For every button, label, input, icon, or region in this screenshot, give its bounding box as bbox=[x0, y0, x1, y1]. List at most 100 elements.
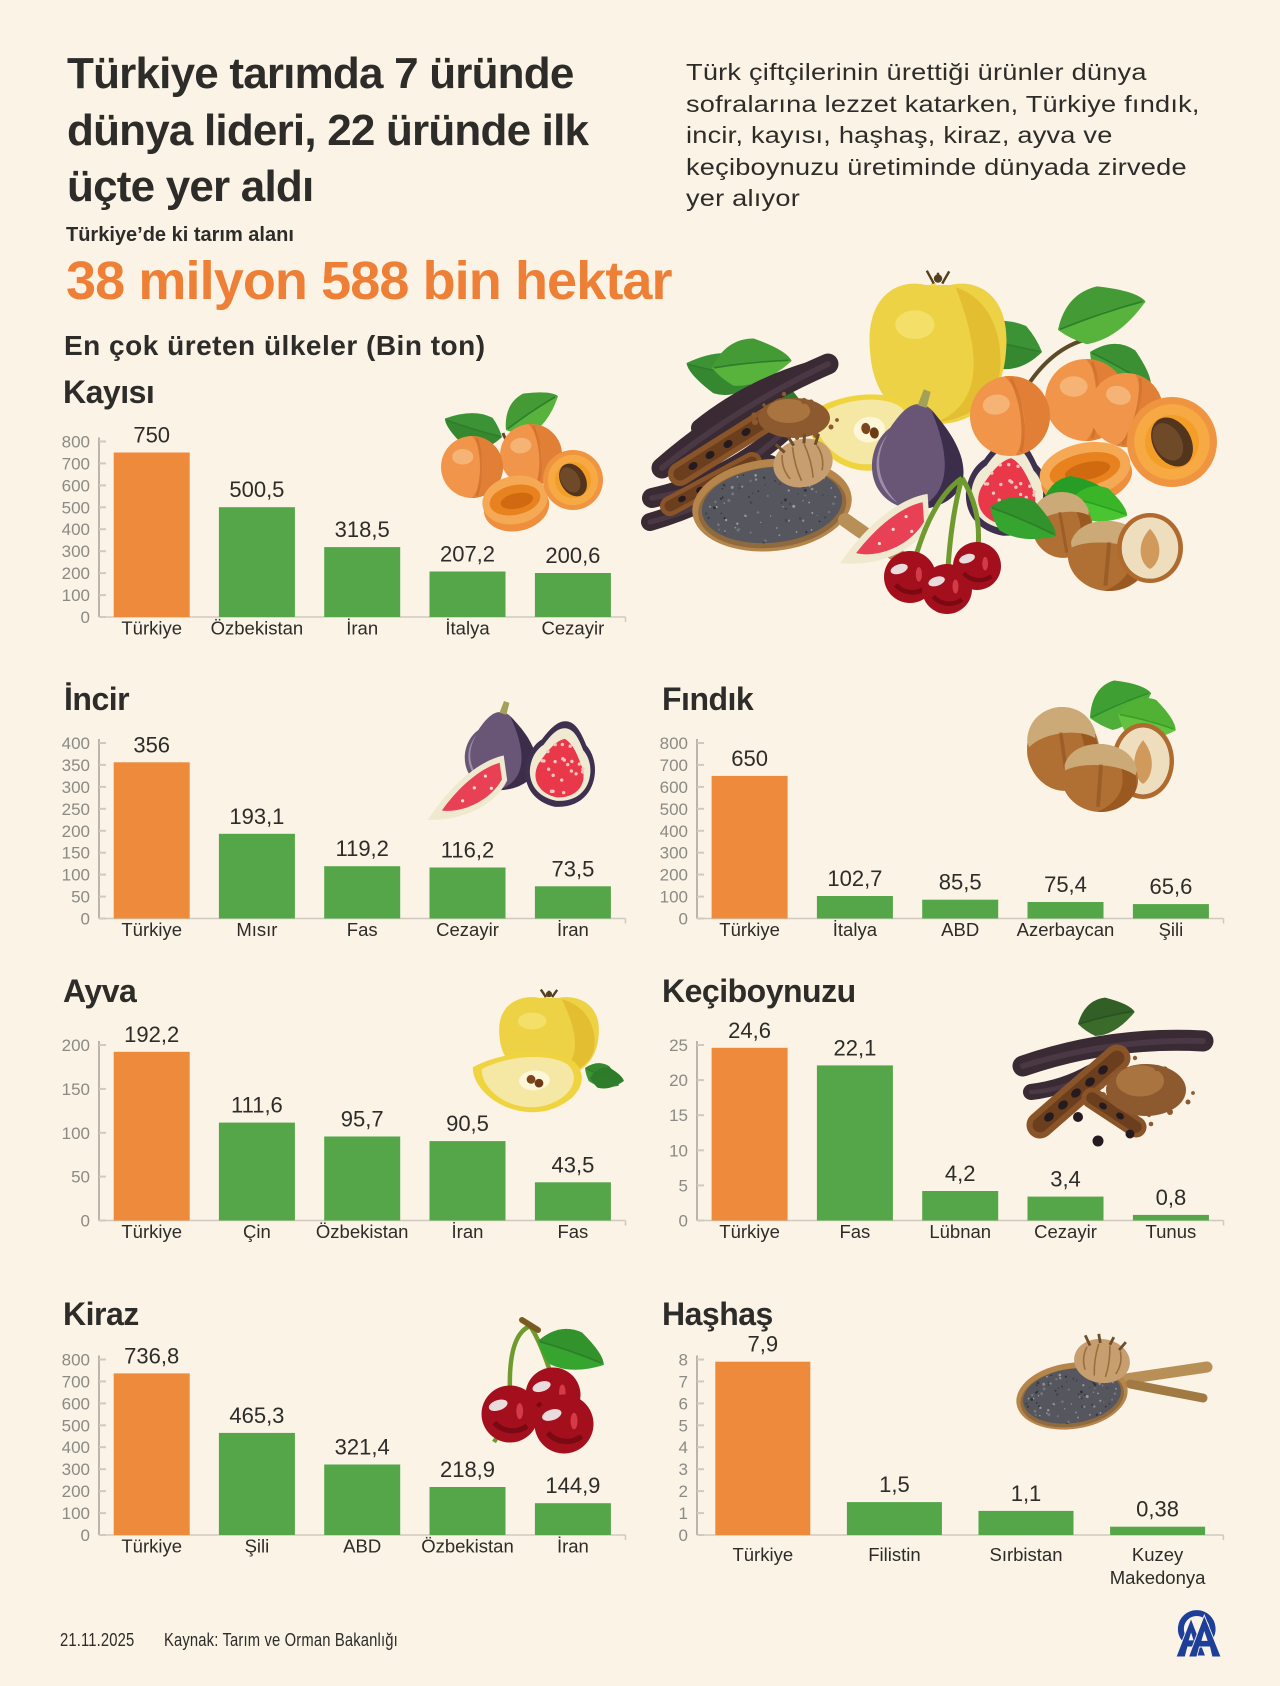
svg-text:200,6: 200,6 bbox=[545, 543, 600, 568]
svg-text:50: 50 bbox=[71, 1168, 90, 1187]
svg-text:Tunus: Tunus bbox=[1146, 1221, 1197, 1242]
svg-text:7: 7 bbox=[679, 1372, 688, 1391]
svg-text:650: 650 bbox=[731, 746, 768, 771]
svg-text:800: 800 bbox=[62, 1351, 90, 1370]
svg-text:İran: İran bbox=[346, 618, 378, 639]
svg-text:ABD: ABD bbox=[343, 1536, 381, 1557]
svg-text:100: 100 bbox=[62, 866, 90, 885]
svg-text:Türkiye: Türkiye bbox=[121, 1536, 182, 1557]
svg-text:300: 300 bbox=[660, 844, 688, 863]
svg-text:İran: İran bbox=[452, 1221, 484, 1242]
svg-text:150: 150 bbox=[62, 1080, 90, 1099]
svg-text:95,7: 95,7 bbox=[341, 1107, 384, 1132]
svg-text:800: 800 bbox=[62, 433, 90, 452]
svg-text:Filistin: Filistin bbox=[868, 1544, 920, 1565]
svg-text:25: 25 bbox=[669, 1036, 688, 1055]
svg-text:100: 100 bbox=[660, 888, 688, 907]
svg-text:0: 0 bbox=[679, 910, 688, 929]
svg-text:Cezayir: Cezayir bbox=[436, 919, 499, 940]
svg-text:24,6: 24,6 bbox=[728, 1018, 771, 1043]
svg-text:111,6: 111,6 bbox=[231, 1093, 283, 1118]
svg-text:85,5: 85,5 bbox=[939, 870, 982, 895]
svg-text:Fas: Fas bbox=[347, 919, 378, 940]
svg-text:Türkiye: Türkiye bbox=[732, 1544, 793, 1565]
svg-text:Özbekistan: Özbekistan bbox=[211, 618, 304, 639]
svg-text:Sırbistan: Sırbistan bbox=[989, 1544, 1062, 1565]
svg-text:Cezayir: Cezayir bbox=[1034, 1221, 1097, 1242]
svg-text:Özbekistan: Özbekistan bbox=[316, 1221, 409, 1242]
svg-text:0: 0 bbox=[81, 608, 90, 627]
svg-text:193,1: 193,1 bbox=[229, 804, 284, 829]
svg-text:100: 100 bbox=[62, 1124, 90, 1143]
svg-text:20: 20 bbox=[669, 1071, 688, 1090]
svg-text:Çin: Çin bbox=[243, 1221, 271, 1242]
svg-text:Fas: Fas bbox=[839, 1221, 870, 1242]
svg-text:218,9: 218,9 bbox=[440, 1457, 495, 1482]
svg-text:90,5: 90,5 bbox=[446, 1111, 489, 1136]
svg-text:321,4: 321,4 bbox=[335, 1435, 390, 1460]
svg-text:400: 400 bbox=[62, 520, 90, 539]
svg-text:100: 100 bbox=[62, 1504, 90, 1523]
svg-text:0: 0 bbox=[81, 1526, 90, 1545]
svg-text:Türkiye: Türkiye bbox=[719, 1221, 780, 1242]
svg-text:5: 5 bbox=[679, 1176, 688, 1195]
svg-text:22,1: 22,1 bbox=[833, 1035, 876, 1060]
svg-text:4,2: 4,2 bbox=[945, 1161, 976, 1186]
svg-text:1,1: 1,1 bbox=[1011, 1481, 1042, 1506]
svg-text:0: 0 bbox=[81, 910, 90, 929]
svg-text:465,3: 465,3 bbox=[229, 1403, 284, 1428]
svg-text:Özbekistan: Özbekistan bbox=[421, 1536, 514, 1557]
svg-text:10: 10 bbox=[669, 1141, 688, 1160]
svg-text:200: 200 bbox=[660, 866, 688, 885]
svg-text:6: 6 bbox=[679, 1394, 688, 1413]
svg-text:500,5: 500,5 bbox=[229, 477, 284, 502]
svg-text:2: 2 bbox=[679, 1482, 688, 1501]
svg-text:Makedonya: Makedonya bbox=[1110, 1567, 1206, 1588]
svg-text:50: 50 bbox=[71, 888, 90, 907]
svg-text:700: 700 bbox=[62, 454, 90, 473]
svg-text:Azerbaycan: Azerbaycan bbox=[1017, 919, 1115, 940]
svg-text:700: 700 bbox=[62, 1372, 90, 1391]
svg-text:600: 600 bbox=[62, 1394, 90, 1413]
svg-text:736,8: 736,8 bbox=[124, 1343, 179, 1368]
svg-text:65,6: 65,6 bbox=[1149, 874, 1192, 899]
svg-text:800: 800 bbox=[660, 734, 688, 753]
svg-text:400: 400 bbox=[660, 822, 688, 841]
svg-text:600: 600 bbox=[62, 476, 90, 495]
svg-text:200: 200 bbox=[62, 1036, 90, 1055]
svg-text:400: 400 bbox=[62, 1438, 90, 1457]
svg-text:119,2: 119,2 bbox=[335, 836, 388, 861]
svg-text:ABD: ABD bbox=[941, 919, 979, 940]
svg-text:200: 200 bbox=[62, 822, 90, 841]
svg-text:102,7: 102,7 bbox=[827, 866, 882, 891]
svg-text:73,5: 73,5 bbox=[551, 856, 594, 881]
svg-text:0: 0 bbox=[679, 1212, 688, 1231]
svg-text:Türkiye: Türkiye bbox=[121, 1221, 182, 1242]
svg-text:356: 356 bbox=[133, 732, 170, 757]
svg-text:Lübnan: Lübnan bbox=[929, 1221, 991, 1242]
svg-text:207,2: 207,2 bbox=[440, 542, 495, 567]
svg-text:Türkiye: Türkiye bbox=[719, 919, 780, 940]
svg-text:500: 500 bbox=[62, 498, 90, 517]
svg-text:15: 15 bbox=[669, 1106, 688, 1125]
svg-text:192,2: 192,2 bbox=[124, 1022, 179, 1047]
svg-text:0,38: 0,38 bbox=[1136, 1497, 1179, 1522]
svg-text:300: 300 bbox=[62, 778, 90, 797]
svg-text:350: 350 bbox=[62, 756, 90, 775]
svg-text:Şili: Şili bbox=[245, 1536, 270, 1557]
svg-text:8: 8 bbox=[679, 1351, 688, 1370]
svg-text:318,5: 318,5 bbox=[335, 517, 390, 542]
svg-text:5: 5 bbox=[679, 1416, 688, 1435]
svg-text:İran: İran bbox=[557, 919, 589, 940]
svg-text:3,4: 3,4 bbox=[1050, 1167, 1081, 1192]
svg-text:250: 250 bbox=[62, 800, 90, 819]
svg-text:75,4: 75,4 bbox=[1044, 872, 1087, 897]
svg-text:200: 200 bbox=[62, 564, 90, 583]
svg-text:Türkiye: Türkiye bbox=[121, 618, 182, 639]
svg-text:144,9: 144,9 bbox=[545, 1473, 600, 1498]
svg-text:Türkiye: Türkiye bbox=[121, 919, 182, 940]
svg-text:Mısır: Mısır bbox=[236, 919, 277, 940]
svg-text:1: 1 bbox=[679, 1504, 688, 1523]
svg-text:500: 500 bbox=[62, 1416, 90, 1435]
svg-text:200: 200 bbox=[62, 1482, 90, 1501]
